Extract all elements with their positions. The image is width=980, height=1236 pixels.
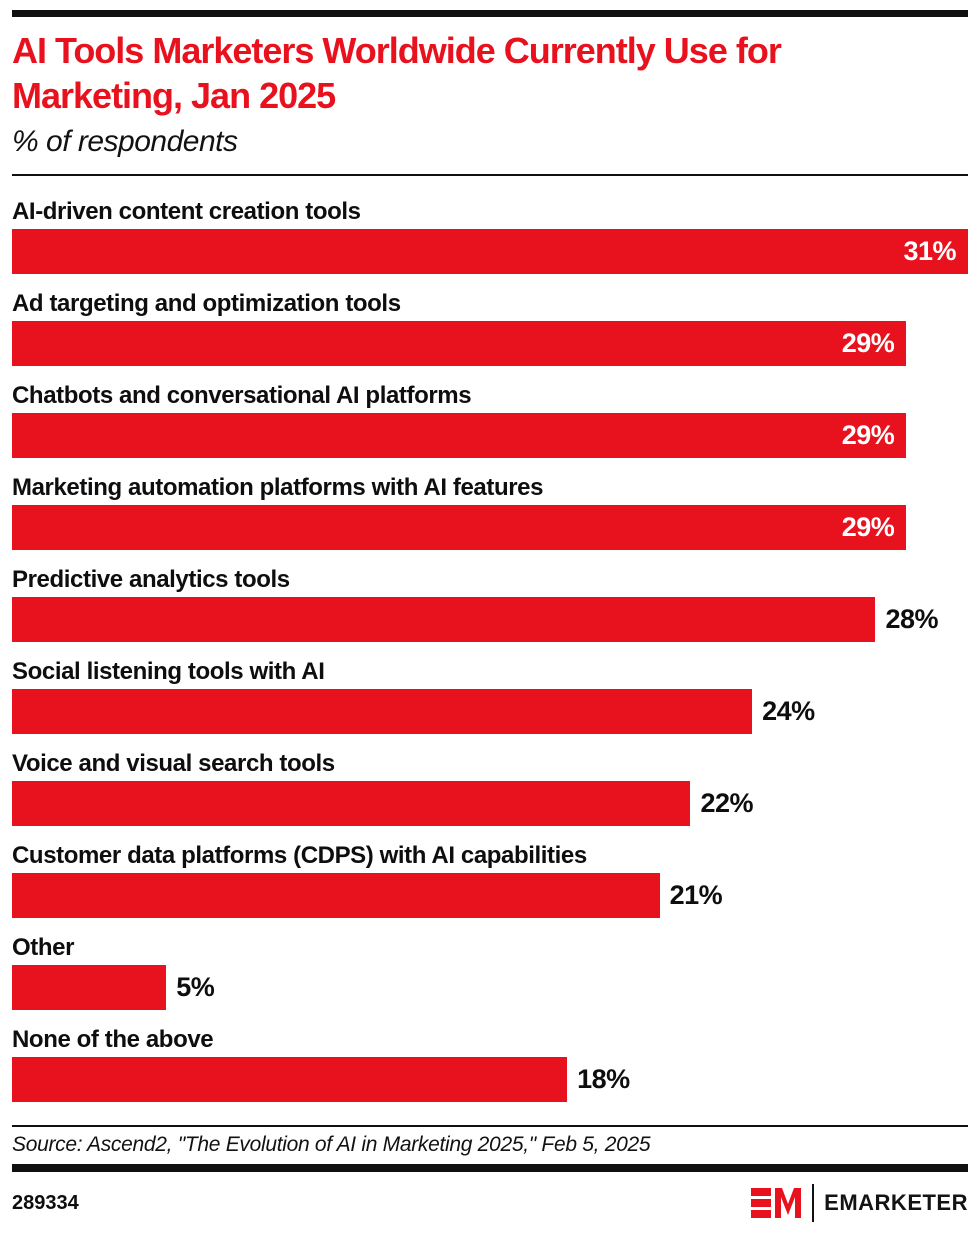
bar-track: 29% [12,321,968,366]
bar: 29% [12,413,907,458]
chart-row: Predictive analytics tools 28% [12,565,968,642]
bar-value-label: 28% [885,604,939,634]
bar-track: 24% [12,689,968,734]
bar-category-label: Chatbots and conversational AI platforms [12,382,472,409]
bar-category-label: Voice and visual search tools [12,750,335,777]
source-note: Source: Ascend2, "The Evolution of AI in… [12,1133,651,1156]
bar-track: 22% [12,781,968,826]
chart-row: Customer data platforms (CDPS) with AI c… [12,841,968,918]
header-separator-rule [12,174,968,176]
emarketer-logo: EMARKETER [750,1184,968,1222]
bar-value-label: 29% [841,328,895,358]
bar-value-label: 18% [577,1064,630,1094]
bar [12,965,167,1010]
bar-track: 21% [12,873,968,918]
bar: 29% [12,505,907,550]
bar-category-label: None of the above [12,1026,214,1053]
bar-category-label: Customer data platforms (CDPS) with AI c… [12,842,587,869]
bar-category-label: Predictive analytics tools [12,566,290,593]
bar-category-label: Social listening tools with AI [12,658,325,685]
bar-chart: AI-driven content creation tools 31% Ad ta… [12,197,968,1102]
bar [12,689,753,734]
chart-row: Other 5% [12,933,968,1010]
chart-row: Chatbots and conversational AI platforms… [12,381,968,458]
bar-value-label: 21% [669,880,723,910]
bar: 29% [12,321,907,366]
footer-thick-rule [12,1164,968,1172]
bar-value-label: 29% [841,420,895,450]
bar [12,781,691,826]
bar-value-label: 24% [762,696,815,726]
brand-wordmark: EMARKETER [824,1190,968,1215]
bar-track: 5% [12,965,968,1010]
chart-subtitle: % of respondents [12,125,238,158]
bar-category-label: Ad targeting and optimization tools [12,290,401,317]
chart-row: AI-driven content creation tools 31% [12,197,968,274]
bar-track: 29% [12,413,968,458]
chart-title: AI Tools Marketers Worldwide Currently U… [12,28,968,118]
bar [12,1057,568,1102]
bar-category-label: Other [12,934,75,961]
bar-value-label: 29% [841,512,895,542]
top-rule [12,10,968,17]
chart-title-line1: AI Tools Marketers Worldwide Currently U… [12,30,782,71]
bar-value-label: 31% [903,236,956,266]
bar-category-label: Marketing automation platforms with AI f… [12,474,544,501]
bar-track: 18% [12,1057,968,1102]
chart-row: None of the above 18% [12,1025,968,1102]
chart-row: Marketing automation platforms with AI f… [12,473,968,550]
chart-row: Ad targeting and optimization tools 29% [12,289,968,366]
bar-track: 31% [12,229,968,274]
emarketer-em-icon [751,1188,802,1218]
bar-track: 28% [12,597,968,642]
bar [12,597,876,642]
bar [12,873,660,918]
footer: 289334 EMARKETER [12,1172,968,1236]
logo-divider [812,1184,815,1222]
bar-value-label: 22% [700,788,753,818]
bar-category-label: AI-driven content creation tools [12,198,361,225]
bar-value-label: 5% [176,972,215,1002]
footer-separator-rule [12,1125,968,1127]
bar: 31% [12,229,968,274]
chart-row: Voice and visual search tools 22% [12,749,968,826]
chart-title-line2: Marketing, Jan 2025 [12,75,336,116]
bar-track: 29% [12,505,968,550]
chart-id: 289334 [12,1191,79,1214]
chart-row: Social listening tools with AI 24% [12,657,968,734]
